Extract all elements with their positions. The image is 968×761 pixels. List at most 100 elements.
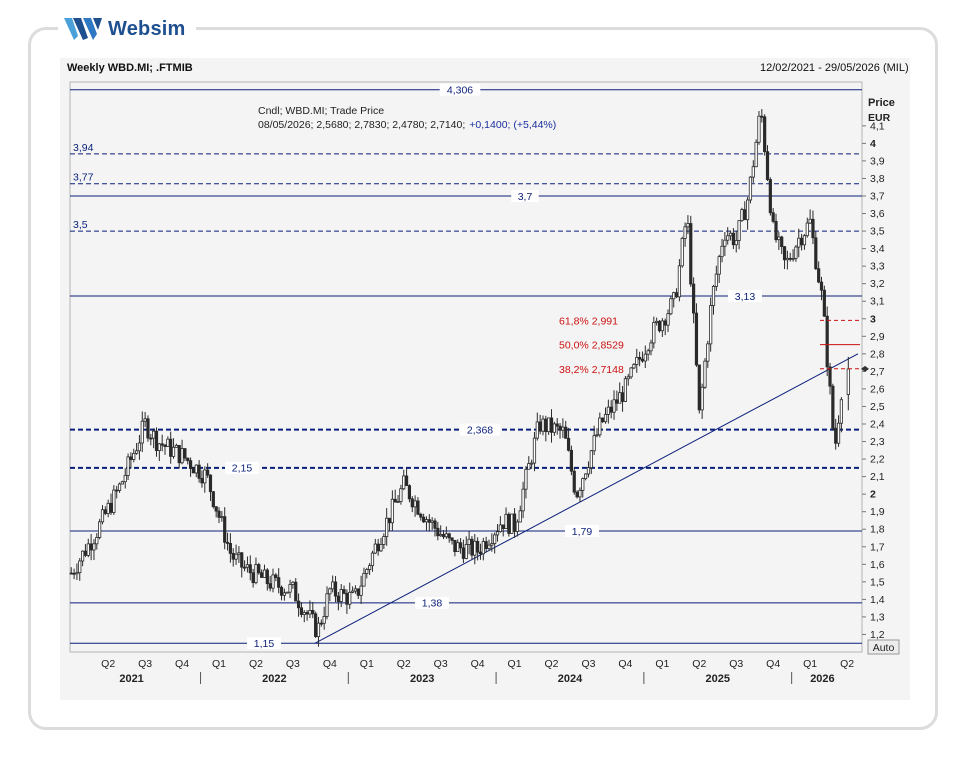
candle-body [797,237,801,248]
candle-body [728,232,733,237]
candle-body [424,519,429,523]
x-quarter-label: Q3 [434,658,448,670]
candle-body [839,399,843,424]
x-quarter-label: Q1 [803,658,817,670]
candle-body [154,430,159,451]
candle-body [814,237,818,270]
candle-body [100,509,105,523]
candle-body [72,572,76,575]
candle-body [598,417,602,436]
candle-body [376,543,380,552]
candle-body [163,444,167,447]
candle-body [98,521,102,538]
y-tick-label: 2 [870,489,876,501]
candle-body [689,223,693,285]
candle-body [123,475,127,483]
candle-body [495,531,500,536]
candle-body [586,467,591,475]
y-tick-label: 2,5 [870,401,885,413]
candle-body [566,437,571,451]
brand-name: Websim [108,17,186,40]
candle-body [692,283,696,314]
candle-body [419,513,423,518]
candle-body [470,538,474,556]
candle-body [277,577,281,588]
candle-body [257,564,261,574]
candle-body [819,281,824,291]
candle-body [822,289,826,317]
candle-body [78,560,82,574]
candle-body [694,312,699,366]
candle-body [137,442,142,452]
y-tick-label: 1,9 [870,506,885,518]
candle-body [393,498,397,503]
candle-body [143,418,147,422]
candle-body [444,533,448,538]
candle-body [592,435,596,452]
y-tick-label: 4 [870,138,876,150]
candle-body [157,443,161,451]
candle-body [476,540,480,553]
candle-body [365,569,369,574]
candle-body [370,552,375,567]
candle-body [731,232,735,246]
candle-body [660,320,664,332]
axes: 4,143,93,83,73,63,53,43,33,23,132,92,82,… [101,97,895,685]
candle-body [237,552,241,555]
candle-body [80,550,85,562]
candle-body [422,516,426,523]
candle-body [535,421,539,439]
candle-body [416,500,420,515]
x-quarter-label: Q4 [175,658,189,670]
candle-body [296,600,301,609]
date-range: 12/02/2021 - 29/05/2026 (MIL) [760,62,909,74]
candle-body [518,510,522,523]
fibonacci-levels: 61,8% 2,991 50,0% 2,8529 38,2% 2,7148 [559,315,860,376]
candle-body [501,524,505,529]
candle-body [618,392,622,404]
candle-body [129,456,133,460]
candle-body [606,406,610,415]
candle-body [126,456,130,476]
candle-body [558,425,562,431]
candle-body [512,513,517,532]
candle-body [595,434,599,437]
candle-body [709,305,713,345]
candle-body [487,544,491,549]
y-tick-label: 1,7 [870,541,885,553]
candle-body [697,364,701,411]
candle-body [413,500,417,508]
candle-body [328,588,332,595]
candle-body [484,541,488,549]
candle-body [203,469,207,484]
brand-logo[interactable]: Websim [58,12,196,46]
candle-body [183,448,187,459]
candle-body [666,313,670,326]
candle-body [547,417,551,433]
y-tick-label: 3,1 [870,296,885,308]
candle-body [623,378,628,402]
candle-body [399,488,403,502]
y-tick-label: 3,4 [870,243,885,255]
candle-body [578,489,582,498]
candle-body [308,609,312,615]
candle-body [314,613,318,637]
candle-body [677,265,682,298]
candle-body [109,502,113,513]
level-label: 3,94 [73,142,94,154]
candle-body [251,572,255,584]
candle-body [635,356,639,365]
candle-body [348,591,352,605]
candle-body [345,592,349,605]
candle-body [368,565,372,570]
auto-button[interactable]: Auto [867,639,900,655]
x-quarter-label: Q1 [212,658,226,670]
candle-body [350,590,355,593]
x-quarter-label: Q3 [729,658,743,670]
candle-body [808,218,812,224]
candle-body [601,417,605,423]
candle-body [268,583,272,589]
candle-body [788,257,792,260]
candle-body [453,539,457,552]
